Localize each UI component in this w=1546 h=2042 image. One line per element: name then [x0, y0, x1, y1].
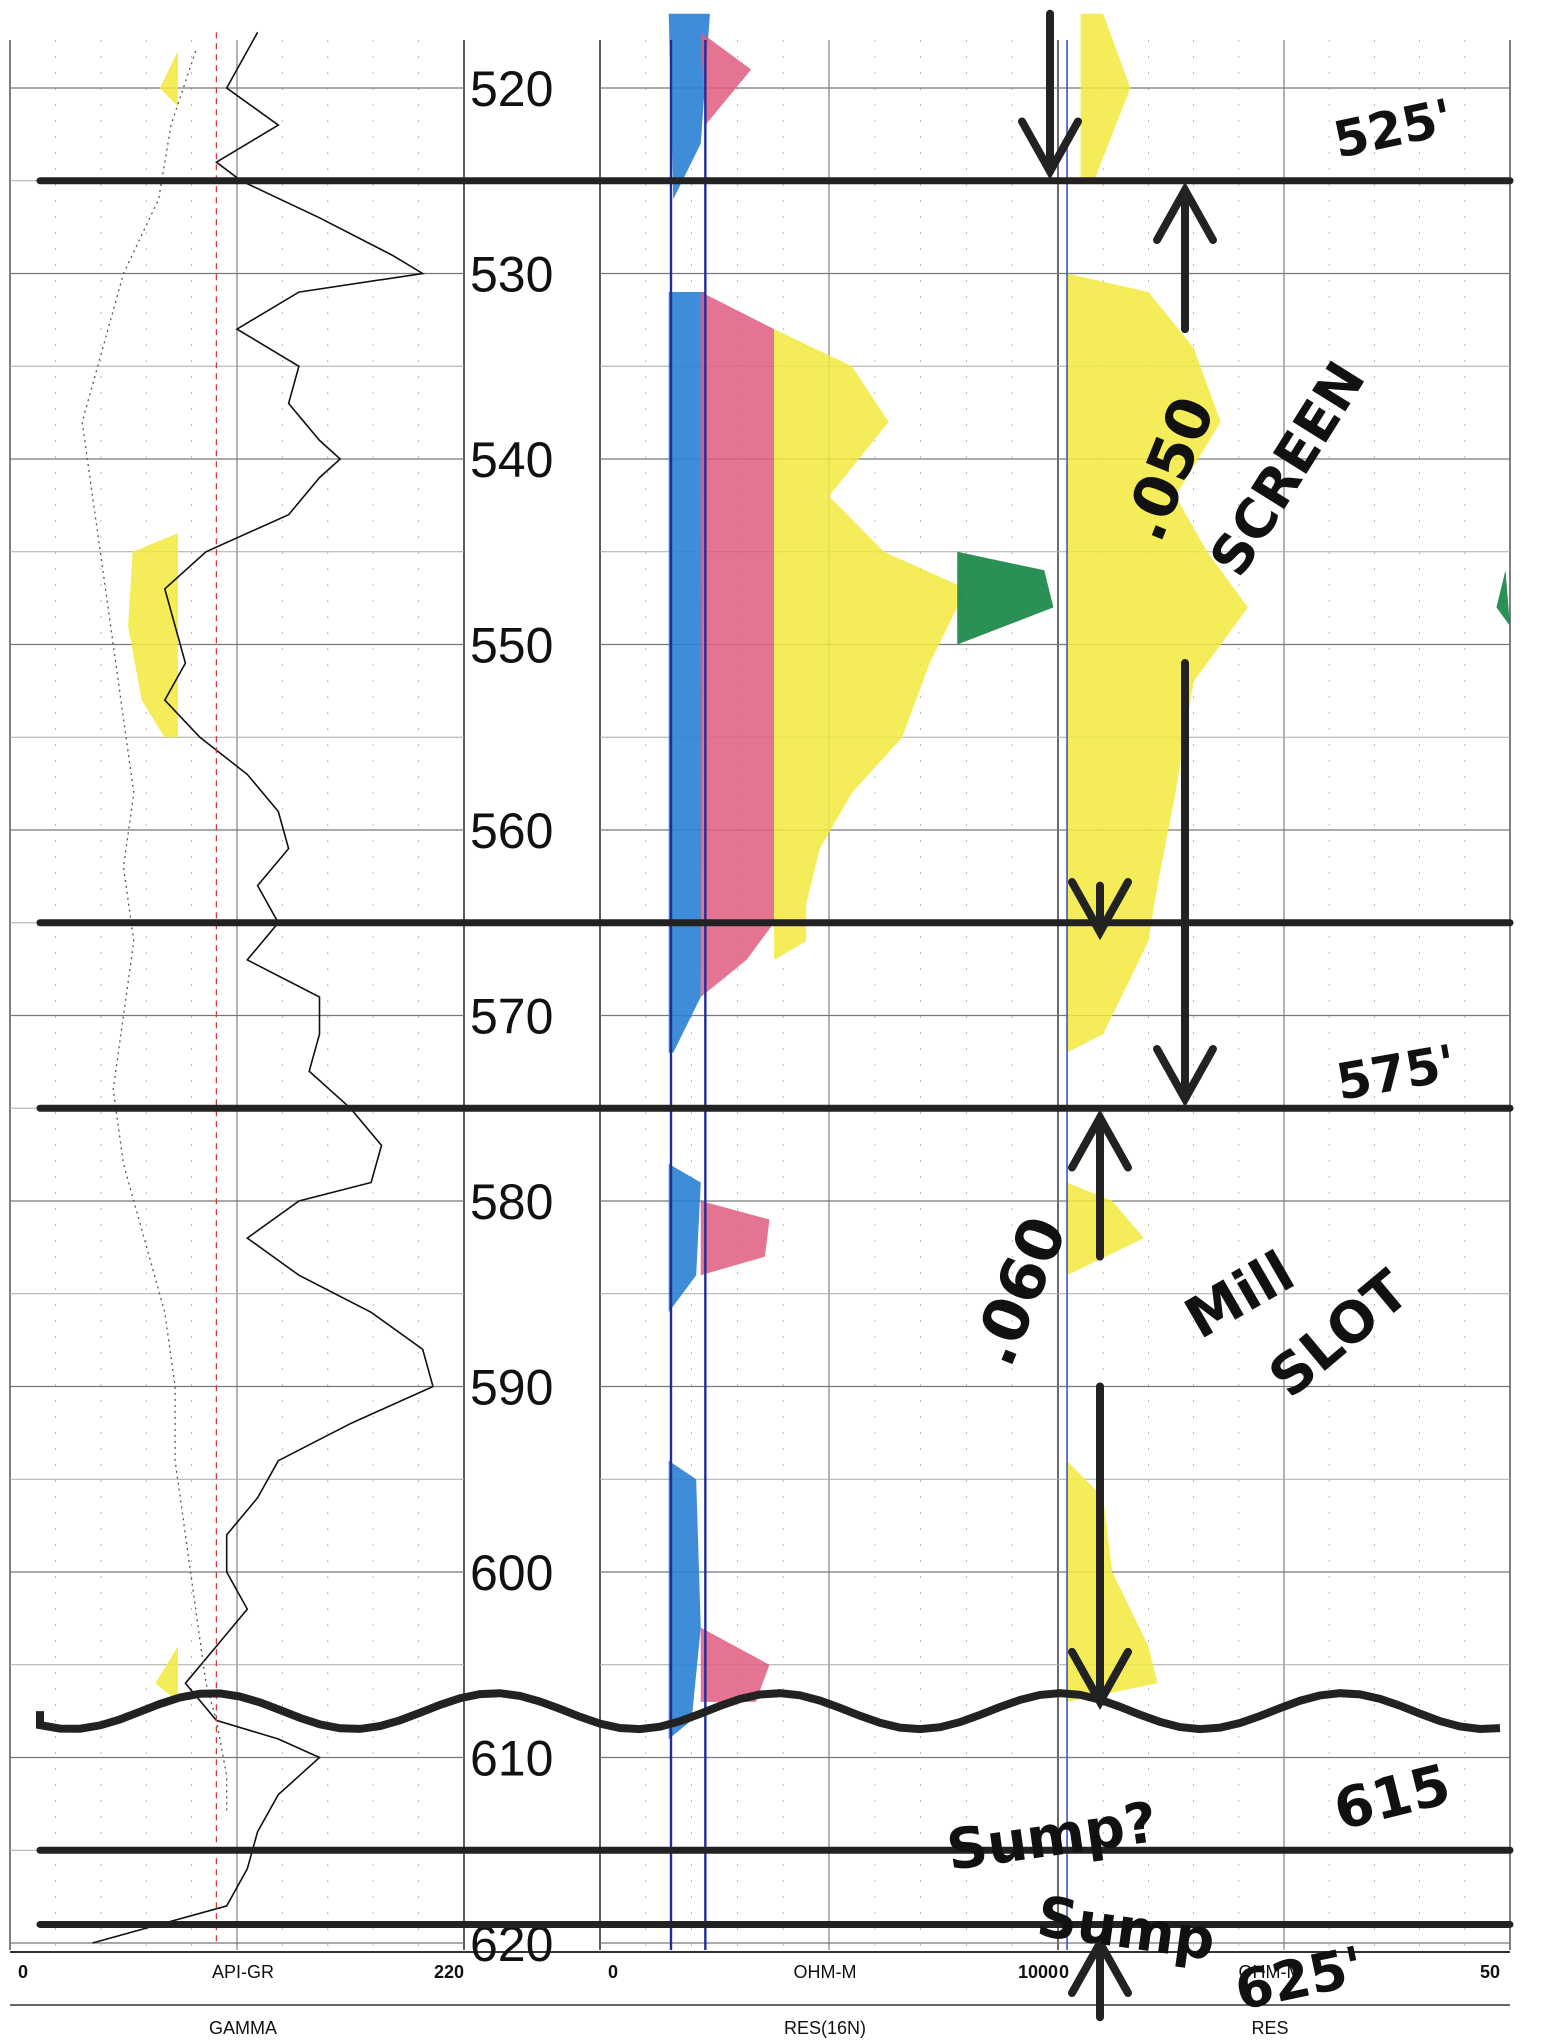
res-yellow-fill	[1067, 1460, 1158, 1702]
gamma-curve-dotted	[81, 50, 228, 1814]
scale-labels: 0 API-GR 220 GAMMA 0 OHM-M 1000 RES(16N)…	[18, 1962, 1500, 2038]
res-yellow-fill	[1067, 273, 1248, 1053]
depth-tick-label: 580	[470, 1174, 553, 1230]
arrow-down-icon	[1068, 878, 1132, 941]
res16n-yellow-fill	[774, 329, 967, 960]
gamma-sand-fill	[159, 50, 178, 107]
depth-tick-label: 540	[470, 432, 553, 488]
arrow-up-icon	[1068, 1934, 1132, 1997]
note-sump-question: Sump?	[943, 1790, 1161, 1884]
res-track-title: RES	[1251, 2018, 1288, 2038]
arrow-down-icon	[1068, 1647, 1132, 1711]
gamma-scale-max: 220	[434, 1962, 464, 1982]
res16n-scale-max: 1000	[1018, 1962, 1058, 1982]
water-level-line	[36, 1689, 1501, 1734]
gamma-sand-fill	[155, 1646, 178, 1702]
log-curves	[81, 31, 1068, 1950]
depth-tick-label: 610	[470, 1731, 553, 1787]
res16n-blue-fill	[668, 292, 706, 1053]
gamma-track-title: GAMMA	[209, 2018, 277, 2038]
res-unit: OHM-M	[1239, 1962, 1302, 1982]
gamma-scale-min: 0	[18, 1962, 28, 1982]
gamma-unit: API-GR	[212, 1962, 274, 1982]
depth-tick-label: 520	[470, 61, 553, 117]
note-525: 525'	[1328, 88, 1457, 170]
depth-tick-label: 530	[470, 247, 553, 303]
res16n-pink-fill	[700, 1627, 770, 1702]
note-sump: Sump	[1033, 1884, 1219, 1973]
note-625: 625'	[1230, 1934, 1370, 2022]
res16n-scale-min: 0	[608, 1962, 618, 1982]
res16n-blue-fill	[668, 1460, 701, 1739]
depth-tick-label: 560	[470, 803, 553, 859]
res16n-pink-fill	[700, 1201, 770, 1276]
track-fills	[128, 13, 1510, 1739]
note-615: 615	[1328, 1752, 1457, 1843]
note-060: .060	[956, 1206, 1081, 1375]
note-mill: Mill	[1175, 1239, 1306, 1352]
depth-tick-label: 590	[470, 1360, 553, 1416]
res16n-track-title: RES(16N)	[784, 2018, 866, 2038]
arrow-up-icon	[1153, 181, 1217, 245]
res-yellow-fill	[1080, 13, 1131, 181]
depth-tick-label: 600	[470, 1545, 553, 1601]
depth-tick-label: 550	[470, 618, 553, 674]
res16n-pink-fill	[700, 292, 775, 997]
res16n-unit: OHM-M	[794, 1962, 857, 1982]
res16n-pink-fill	[700, 32, 752, 126]
gamma-sand-fill	[128, 533, 178, 738]
gamma-curve-solid	[92, 31, 434, 1944]
res16n-blue-fill	[668, 1163, 701, 1313]
res16n-blue-fill	[668, 13, 710, 200]
res-scale-max: 50	[1480, 1962, 1500, 1982]
arrow-down-icon	[1153, 1044, 1217, 1108]
arrow-down-icon	[1018, 117, 1082, 180]
res16n-green-fill	[957, 551, 1054, 645]
res-green-fill	[1496, 570, 1510, 626]
arrow-up-icon	[1068, 1109, 1132, 1172]
depth-tick-label: 570	[470, 989, 553, 1045]
res-scale-min: 0	[1059, 1962, 1069, 1982]
note-575: 575'	[1332, 1034, 1460, 1112]
res-yellow-fill	[1067, 1182, 1144, 1276]
marker-lines	[36, 9, 1514, 2022]
